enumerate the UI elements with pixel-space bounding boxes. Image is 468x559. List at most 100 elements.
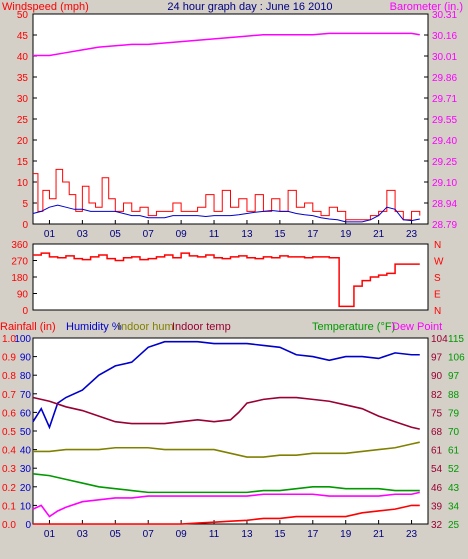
- plot-area-direction: [32, 243, 429, 311]
- y-tick-humidity: 10: [20, 501, 32, 512]
- y-tick-right: 29.40: [432, 136, 457, 147]
- x-tick: 01: [44, 229, 56, 240]
- x-tick: 03: [77, 529, 89, 540]
- series-line: [33, 252, 420, 308]
- x-tick: 09: [176, 529, 188, 540]
- y-tick-temp-right: 79: [448, 408, 460, 419]
- y-tick-right: 29.55: [432, 115, 457, 126]
- compass-tick: E: [434, 290, 441, 301]
- y-tick-temp-right: 43: [448, 483, 460, 494]
- x-tick: 23: [406, 529, 418, 540]
- y-tick-temp-left: 82: [431, 390, 443, 401]
- x-tick: 17: [307, 529, 319, 540]
- y-tick-temp-left: 32: [431, 520, 443, 531]
- y-tick-left: 15: [17, 157, 29, 168]
- y-tick-temp-left: 68: [431, 427, 443, 438]
- y-tick-temp-right: 106: [448, 353, 465, 364]
- x-tick: 11: [209, 529, 220, 540]
- y-tick-left: 0: [22, 220, 28, 231]
- y-tick-temp-left: 90: [431, 371, 443, 382]
- y-tick-temp-right: 34: [448, 501, 460, 512]
- x-tick: 03: [77, 229, 89, 240]
- y-tick-left: 45: [17, 31, 29, 42]
- y-tick-temp-left: 61: [431, 446, 443, 457]
- series-line: [32, 472, 420, 494]
- x-tick: 19: [340, 529, 352, 540]
- compass-tick: N: [434, 240, 441, 251]
- x-tick: 17: [307, 229, 319, 240]
- legend-label: Temperature (°F): [312, 321, 395, 333]
- y-tick-right: 29.25: [432, 157, 457, 168]
- y-tick-rain: 1.0: [2, 334, 16, 345]
- y-tick-left: 35: [17, 73, 29, 84]
- y-tick-rain: 0.4: [2, 446, 16, 457]
- legend-label: Indoor hum: [118, 321, 174, 333]
- y-tick-temp-right: 61: [448, 446, 460, 457]
- y-tick-humidity: 90: [20, 353, 32, 364]
- y-tick-right: 29.86: [432, 73, 457, 84]
- y-tick-humidity: 40: [20, 446, 32, 457]
- y-tick-right: 28.79: [432, 220, 457, 231]
- plot-area-wind: [32, 13, 429, 225]
- y-tick-temp-left: 97: [431, 353, 443, 364]
- y-tick-temp-right: 52: [448, 464, 460, 475]
- chart-title: 24 hour graph day : June 16 2010: [167, 1, 332, 13]
- legend-label: Indoor temp: [172, 321, 231, 333]
- y-tick-right: 29.71: [432, 94, 457, 105]
- y-tick-rain: 0.8: [2, 371, 16, 382]
- y-tick-humidity: 80: [20, 371, 32, 382]
- series-line: [32, 491, 420, 518]
- legend-label: Humidity %: [66, 321, 122, 333]
- y-tick-right: 30.01: [432, 52, 457, 63]
- x-tick: 23: [406, 229, 418, 240]
- y-tick-direction: 0: [22, 306, 28, 317]
- y-tick-rain: 0.1: [2, 501, 16, 512]
- y-tick-temp-left: 104: [431, 334, 448, 345]
- x-tick: 07: [143, 229, 155, 240]
- y-tick-left: 40: [17, 52, 29, 63]
- x-tick: 13: [241, 529, 253, 540]
- series-line: [32, 340, 420, 430]
- x-tick: 19: [340, 229, 352, 240]
- y-tick-rain: 0.7: [2, 390, 16, 401]
- y-tick-direction: 270: [11, 257, 28, 268]
- y-tick-humidity: 50: [20, 427, 32, 438]
- y-tick-temp-left: 39: [431, 501, 443, 512]
- x-tick: 21: [373, 529, 385, 540]
- y-tick-humidity: 30: [20, 464, 32, 475]
- y-tick-left: 20: [17, 136, 29, 147]
- y-tick-right: 30.16: [432, 31, 457, 42]
- y-axis-label-left: Windspeed (mph): [2, 1, 89, 13]
- y-tick-rain: 0.5: [2, 427, 16, 438]
- y-tick-right: 30.31: [432, 10, 457, 21]
- y-tick-right: 29.10: [432, 178, 457, 189]
- y-tick-direction: 360: [11, 240, 28, 251]
- y-tick-right: 28.94: [432, 199, 457, 210]
- x-tick: 09: [176, 229, 188, 240]
- y-tick-temp-left: 54: [431, 464, 443, 475]
- x-tick: 15: [274, 529, 286, 540]
- y-tick-rain: 0.0: [2, 520, 16, 531]
- x-tick: 05: [110, 529, 122, 540]
- y-tick-left: 25: [17, 115, 29, 126]
- series-line: [33, 504, 420, 525]
- y-tick-left: 50: [17, 10, 29, 21]
- compass-tick: S: [434, 273, 441, 284]
- compass-tick: W: [434, 257, 444, 268]
- y-tick-direction: 90: [17, 290, 29, 301]
- y-tick-rain: 0.3: [2, 464, 16, 475]
- series-line: [32, 396, 420, 430]
- x-tick: 07: [143, 529, 155, 540]
- series-line: [33, 441, 420, 458]
- y-tick-rain: 0.6: [2, 408, 16, 419]
- y-tick-temp-right: 25: [448, 520, 460, 531]
- y-tick-left: 30: [17, 94, 29, 105]
- y-tick-temp-left: 46: [431, 483, 443, 494]
- x-tick: 05: [110, 229, 122, 240]
- y-tick-temp-right: 97: [448, 371, 460, 382]
- series-line: [33, 168, 421, 221]
- x-tick: 15: [274, 229, 286, 240]
- y-tick-humidity: 100: [14, 334, 31, 345]
